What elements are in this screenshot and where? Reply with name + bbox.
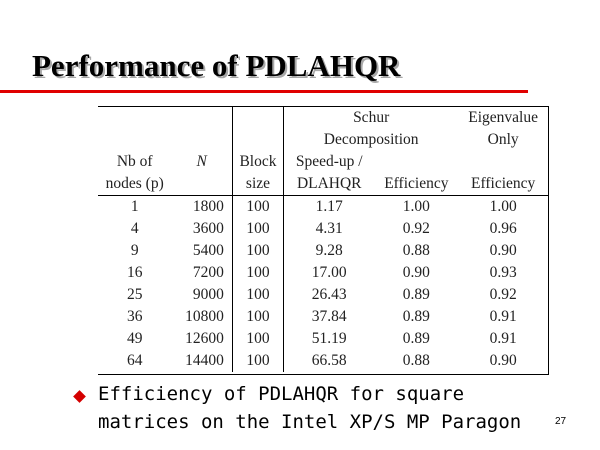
cell-n: 10800	[171, 306, 233, 328]
table-row: 64 14400 100 66.58 0.88 0.90	[98, 350, 548, 372]
cell-nodes: 9	[130, 242, 139, 259]
table-row: 49 12600 100 51.19 0.89 0.91	[98, 328, 548, 350]
cell-efficiency-eigen: 0.90	[489, 352, 517, 369]
cell-efficiency-eigen: 0.90	[489, 242, 517, 259]
header-efficiency-schur: Efficiency	[374, 173, 459, 196]
cell-efficiency-eigen: 0.91	[489, 330, 517, 347]
performance-table-container: Schur Eigenvalue Decomposition Only Nb o…	[98, 106, 549, 375]
header-eigen-line2: Only	[487, 131, 519, 148]
header-nodes-line2: nodes (p)	[98, 173, 172, 196]
cell-speedup: 17.00	[311, 264, 347, 281]
header-cell-empty	[458, 151, 548, 173]
header-nodes-line1: Nb of	[116, 153, 153, 170]
header-schur-line2: Decomposition	[323, 131, 419, 148]
cell-efficiency-schur: 0.90	[402, 264, 430, 281]
table-row: 25 9000 100 26.43 0.89 0.92	[98, 284, 548, 306]
cell-efficiency-schur: 0.89	[402, 308, 430, 325]
cell-efficiency-schur: 0.89	[402, 286, 430, 303]
slide-title: Performance of PDLAHQR	[32, 48, 401, 83]
header-cell-empty	[171, 129, 233, 151]
cell-nodes: 64	[126, 352, 143, 369]
header-cell-empty	[232, 107, 285, 129]
cell-block-size: 100	[232, 262, 285, 284]
cell-n: 14400	[171, 350, 233, 372]
cell-efficiency-schur: 0.89	[402, 330, 430, 347]
caption-line: matrices on the Intel XP/S MP Paragon	[98, 411, 522, 433]
cell-block-size: 100	[232, 284, 285, 306]
header-efficiency-eigen: Efficiency	[458, 173, 548, 196]
cell-n: 9000	[171, 284, 233, 306]
header-speedup-line1: Speed-up /	[295, 153, 363, 170]
cell-efficiency-schur: 0.92	[402, 220, 430, 237]
header-n: N	[171, 151, 233, 173]
cell-speedup: 66.58	[311, 352, 347, 369]
cell-block-size: 100	[232, 218, 285, 240]
table-row: 16 7200 100 17.00 0.90 0.93	[98, 262, 548, 284]
header-cell-empty	[171, 173, 233, 196]
header-cell-empty	[232, 129, 285, 151]
cell-block-size: 100	[232, 350, 285, 372]
cell-nodes: 16	[126, 264, 143, 281]
header-block-line1: Block	[232, 151, 285, 173]
caption-line: Efficiency of PDLAHQR for square	[98, 383, 465, 405]
cell-efficiency-eigen: 1.00	[489, 198, 517, 215]
cell-speedup: 1.17	[315, 198, 343, 215]
caption: Efficiency of PDLAHQR for square matrice…	[98, 380, 568, 436]
cell-block-size: 100	[232, 328, 285, 350]
cell-block-size: 100	[232, 306, 285, 328]
cell-n: 1800	[171, 195, 233, 218]
cell-efficiency-schur: 0.88	[402, 242, 430, 259]
title-underline	[0, 90, 528, 93]
table-row: 1 1800 100 1.17 1.00 1.00	[98, 195, 548, 218]
cell-efficiency-eigen: 0.96	[489, 220, 517, 237]
header-speedup-line2: DLAHQR	[283, 173, 375, 196]
cell-n: 12600	[171, 328, 233, 350]
cell-block-size: 100	[232, 240, 285, 262]
cell-nodes: 36	[126, 308, 143, 325]
table-row: 36 10800 100 37.84 0.89 0.91	[98, 306, 548, 328]
cell-nodes: 4	[130, 220, 139, 237]
header-cell-empty	[98, 129, 171, 151]
cell-nodes: 1	[130, 198, 139, 215]
header-block-line2: size	[232, 173, 285, 196]
cell-nodes: 49	[126, 330, 143, 347]
cell-speedup: 4.31	[315, 220, 343, 237]
header-cell-empty	[171, 107, 233, 129]
cell-block-size: 100	[232, 195, 285, 218]
cell-n: 3600	[171, 218, 233, 240]
table-row: 4 3600 100 4.31 0.92 0.96	[98, 218, 548, 240]
page-number: 27	[555, 416, 567, 427]
cell-speedup: 37.84	[311, 308, 347, 325]
cell-efficiency-schur: 1.00	[402, 198, 430, 215]
table-row: 9 5400 100 9.28 0.88 0.90	[98, 240, 548, 262]
cell-n: 7200	[171, 262, 233, 284]
cell-efficiency-eigen: 0.92	[489, 286, 517, 303]
cell-speedup: 51.19	[311, 330, 347, 347]
cell-n: 5400	[171, 240, 233, 262]
header-cell-empty	[98, 107, 171, 129]
cell-efficiency-eigen: 0.93	[489, 264, 517, 281]
performance-table: Schur Eigenvalue Decomposition Only Nb o…	[98, 107, 548, 372]
cell-efficiency-schur: 0.88	[402, 352, 430, 369]
diamond-bullet-icon	[73, 390, 86, 403]
header-eigen-line1: Eigenvalue	[468, 109, 538, 126]
cell-speedup: 9.28	[315, 242, 343, 259]
cell-efficiency-eigen: 0.91	[489, 308, 517, 325]
header-schur-line1: Schur	[353, 109, 390, 126]
cell-speedup: 26.43	[311, 286, 347, 303]
header-cell-empty	[374, 151, 458, 173]
cell-nodes: 25	[126, 286, 143, 303]
